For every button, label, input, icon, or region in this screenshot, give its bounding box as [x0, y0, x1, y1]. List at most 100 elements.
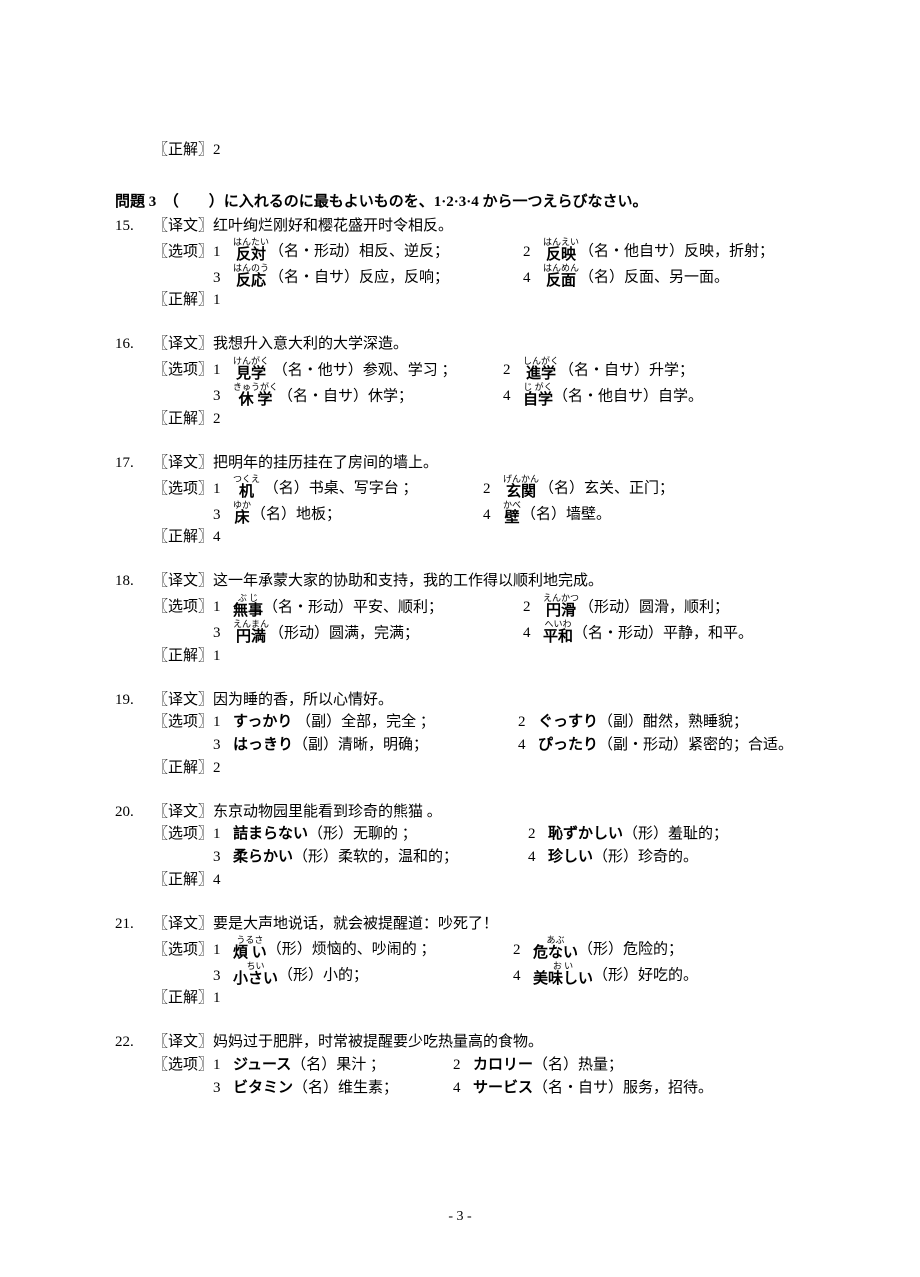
answer-row: 〖正解〗2 [115, 758, 805, 780]
option-row: 3はんのう反応（名・自サ）反应，反响；4はんめん反面（名）反面、另一面。 [115, 264, 805, 289]
option-body: ぴったり（副・形动）紧密的；合适。 [538, 735, 793, 757]
options-label: 〖选项〗 [153, 242, 213, 264]
ruby: かべ壁 [503, 501, 521, 526]
translation-row: 21.〖译文〗要是大声地说话，就会被提醒道：吵死了！ [115, 914, 805, 936]
option-number: 2 [523, 242, 543, 264]
option-term: ぴったり [538, 737, 598, 753]
furigana: つくえ [233, 475, 260, 484]
option-cell: 2はんえい反映（名・他自サ）反映，折射； [523, 238, 823, 263]
question-number: 20. [115, 802, 153, 824]
answer-label: 〖正解〗 [153, 646, 213, 668]
kanji: 壁 [503, 511, 521, 526]
option-number: 2 [518, 712, 538, 734]
ruby: はんのう反応 [233, 264, 269, 289]
option-cell: 1すっかり （副）全部，完全 ； [213, 712, 518, 734]
furigana: はんたい [233, 238, 269, 247]
option-number: 3 [213, 847, 233, 869]
option-row: 3ゆか床（名）地板；4かべ壁（名）墙壁。 [115, 501, 805, 526]
question-number: 22. [115, 1032, 153, 1054]
furigana: きゅうがく [233, 383, 278, 392]
option-tail: （名）书桌、写字台 ； [260, 481, 418, 497]
option-number: 1 [213, 1055, 233, 1077]
kanji: 反対 [233, 248, 269, 263]
answer-value: 2 [213, 409, 221, 431]
ruby: えんかつ円滑 [543, 594, 579, 619]
option-term: 詰まらない [233, 826, 308, 842]
option-tail: （名）墙壁。 [521, 507, 611, 523]
option-number: 3 [213, 735, 233, 757]
option-body: すっかり （副）全部，完全 ； [233, 712, 435, 734]
option-body: 詰まらない（形）无聊的 ； [233, 824, 417, 846]
ruby: うるさ煩 い [233, 936, 267, 961]
orphan-answer-row: 〖正解〗2 [153, 140, 805, 162]
option-cell: 4はんめん反面（名）反面、另一面。 [523, 264, 823, 289]
furigana: あぶ [533, 936, 578, 945]
option-row: 〖选项〗1はんたい反対（名・形动）相反、逆反；2はんえい反映（名・他自サ）反映，… [115, 238, 805, 263]
option-number: 2 [523, 597, 543, 619]
question: 19.〖译文〗因为睡的香，所以心情好。〖选项〗1すっかり （副）全部，完全 ；2… [115, 690, 805, 780]
question: 18.〖译文〗这一年承蒙大家的协助和支持，我的工作得以顺利地完成。〖选项〗1ぶ … [115, 571, 805, 668]
option-body: あぶ危ない（形）危险的； [533, 936, 683, 961]
translation-label: 〖译文〗 [153, 802, 213, 824]
ruby: お い美味しい [533, 962, 593, 987]
option-body: つくえ机 （名）书桌、写字台 ； [233, 475, 418, 500]
question: 15.〖译文〗红叶绚烂刚好和樱花盛开时令相反。〖选项〗1はんたい反対（名・形动）… [115, 216, 805, 313]
option-number: 4 [483, 505, 503, 527]
translation-text: 因为睡的香，所以心情好。 [213, 690, 805, 712]
option-tail: （形）珍奇的。 [593, 849, 698, 865]
option-cell: 2ぐっすり（副）酣然，熟睡貌； [518, 712, 818, 734]
option-tail: （形）好吃的。 [593, 968, 698, 984]
option-row: 3ちい小さい（形）小的；4お い美味しい（形）好吃的。 [115, 962, 805, 987]
kanji: 自学 [523, 393, 553, 408]
option-body: しんがく進学（名・自サ）升学； [523, 357, 694, 382]
option-row: 〖选项〗1ぶ じ無事（名・形动）平安、顺利；2えんかつ円滑（形动）圆滑，顺利； [115, 594, 805, 619]
option-body: カロリー（名）热量； [473, 1055, 623, 1077]
furigana: けんがく [233, 357, 269, 366]
option-cell: 2えんかつ円滑（形动）圆滑，顺利； [523, 594, 823, 619]
option-number: 1 [213, 712, 233, 734]
option-term: 柔らかい [233, 849, 293, 865]
translation-row: 18.〖译文〗这一年承蒙大家的协助和支持，我的工作得以顺利地完成。 [115, 571, 805, 593]
option-row: 〖选项〗1うるさ煩 い（形）烦恼的、吵闹的 ；2あぶ危ない（形）危险的； [115, 936, 805, 961]
option-cell: 3はんのう反応（名・自サ）反应，反响； [213, 264, 523, 289]
furigana: ぶ じ [233, 594, 263, 603]
question-number: 15. [115, 216, 153, 238]
option-cell: 4サービス（名・自サ）服务，招待。 [453, 1078, 753, 1100]
option-body: えんまん円満（形动）圆满，完满； [233, 620, 419, 645]
option-cell: 4じ がく自学（名・他自サ）自学。 [503, 383, 803, 408]
option-tail: （形）羞耻的； [623, 826, 728, 842]
option-body: えんかつ円滑（形动）圆滑，顺利； [543, 594, 729, 619]
ruby: つくえ机 [233, 475, 260, 500]
furigana: はんえい [543, 238, 579, 247]
question-number: 17. [115, 453, 153, 475]
option-tail: （形）危险的； [578, 942, 683, 958]
option-body: サービス（名・自サ）服务，招待。 [473, 1078, 713, 1100]
kanji: 反面 [543, 274, 579, 289]
option-tail: （名）果汁 ； [291, 1057, 385, 1073]
question: 22.〖译文〗妈妈过于肥胖，时常被提醒要少吃热量高的食物。〖选项〗1ジュース（名… [115, 1032, 805, 1099]
option-term: カロリー [473, 1057, 533, 1073]
options-label: 〖选项〗 [153, 597, 213, 619]
answer-value: 1 [213, 988, 221, 1010]
answer-label: 〖正解〗 [153, 290, 213, 312]
question: 16.〖译文〗我想升入意大利的大学深造。〖选项〗1けんがく見学 （名・他サ）参观… [115, 334, 805, 431]
ruby: ちい小さい [233, 962, 278, 987]
option-tail: （名）玄关、正门； [539, 481, 674, 497]
orphan-answer-label: 〖正解〗 [153, 142, 213, 158]
kanji: 反応 [233, 274, 269, 289]
option-number: 4 [523, 268, 543, 290]
option-cell: 3柔らかい（形）柔软的，温和的； [213, 847, 528, 869]
question-number: 18. [115, 571, 153, 593]
option-tail: （名・他自サ）自学。 [553, 388, 703, 404]
translation-text: 把明年的挂历挂在了房间的墙上。 [213, 453, 805, 475]
spacer [115, 988, 153, 1010]
question-number: 21. [115, 914, 153, 936]
translation-label: 〖译文〗 [153, 334, 213, 356]
option-body: じ がく自学（名・他自サ）自学。 [523, 383, 703, 408]
option-tail: （副・形动）紧密的；合适。 [598, 737, 793, 753]
answer-label: 〖正解〗 [153, 758, 213, 780]
kanji: 机 [233, 485, 260, 500]
ruby: じ がく自学 [523, 383, 553, 408]
option-body: ゆか床（名）地板； [233, 501, 341, 526]
option-tail: （形）小的； [278, 968, 368, 984]
